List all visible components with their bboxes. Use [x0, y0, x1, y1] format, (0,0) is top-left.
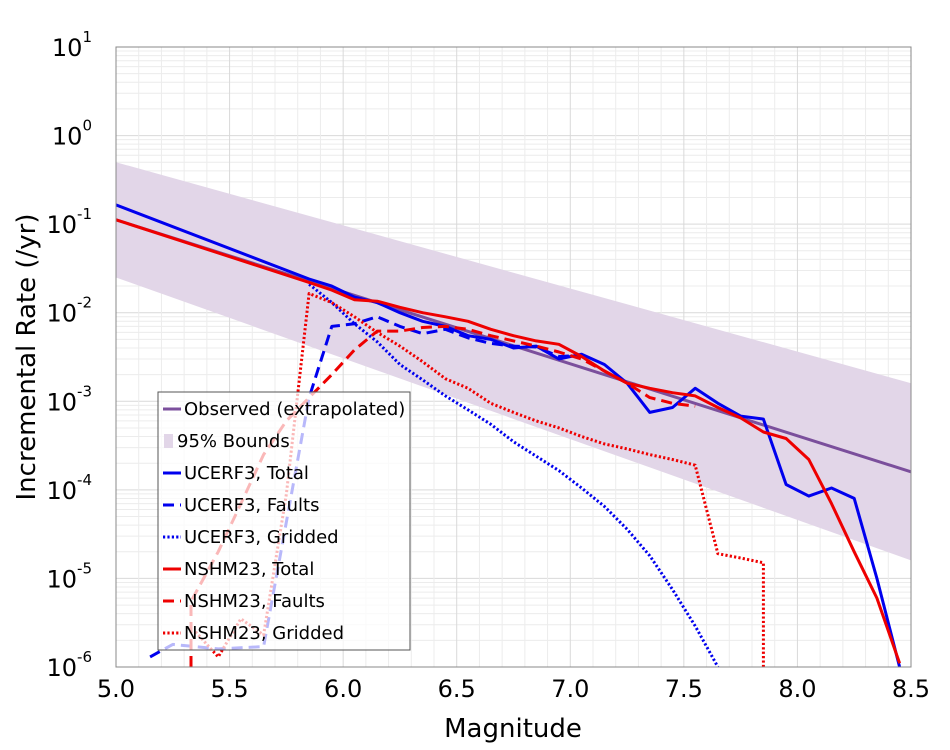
y-tick-label: 10-5	[46, 559, 92, 593]
x-tick-label: 8.0	[778, 675, 816, 703]
x-tick-label: 5.0	[97, 675, 135, 703]
y-tick-label: 10-3	[46, 382, 92, 416]
legend-label: UCERF3, Gridded	[184, 527, 339, 548]
legend-box	[157, 391, 411, 651]
x-tick-label: 6.0	[324, 675, 362, 703]
legend-label: 95% Bounds	[177, 431, 290, 452]
y-tick-labels: 10-6 10-5 10-4 10-3 10-2 10-1 100 101	[46, 28, 92, 682]
series-line-6	[189, 324, 696, 667]
legend-label: UCERF3, Faults	[184, 495, 319, 516]
x-tick-label: 8.5	[892, 675, 930, 703]
legend-swatch	[164, 434, 173, 448]
y-tick-label: 10-1	[46, 205, 92, 239]
x-tick-label: 7.0	[551, 675, 589, 703]
x-tick-label: 5.5	[210, 675, 248, 703]
y-tick-label: 100	[52, 117, 92, 151]
bounds-band	[116, 162, 911, 561]
legend-label: UCERF3, Total	[184, 463, 309, 484]
series-line-3	[149, 315, 582, 659]
legend-label: Observed (extrapolated)	[184, 399, 405, 420]
x-tick-labels: 5.0 5.5 6.0 6.5 7.0 7.5 8.0 8.5	[97, 675, 930, 703]
series-line-2	[116, 203, 902, 667]
legend-label: NSHM23, Total	[184, 559, 314, 580]
legend: Observed (extrapolated) 95% Bounds UCERF3,…	[157, 391, 411, 651]
legend-label: NSHM23, Gridded	[184, 623, 344, 644]
y-axis-title: Incremental Rate (/yr)	[12, 214, 42, 501]
x-tick-label: 6.5	[438, 675, 476, 703]
y-tick-label: 10-2	[46, 294, 92, 328]
y-tick-label: 10-4	[46, 471, 92, 505]
x-tick-label: 7.5	[665, 675, 703, 703]
legend-label: NSHM23, Faults	[184, 591, 325, 612]
plot-content	[116, 162, 911, 667]
y-tick-label: 101	[52, 28, 92, 62]
series-line-4	[308, 283, 720, 667]
plot-frame	[115, 46, 912, 668]
x-axis-title: Magnitude	[444, 714, 582, 744]
y-tick-label: 10-6	[46, 648, 92, 682]
